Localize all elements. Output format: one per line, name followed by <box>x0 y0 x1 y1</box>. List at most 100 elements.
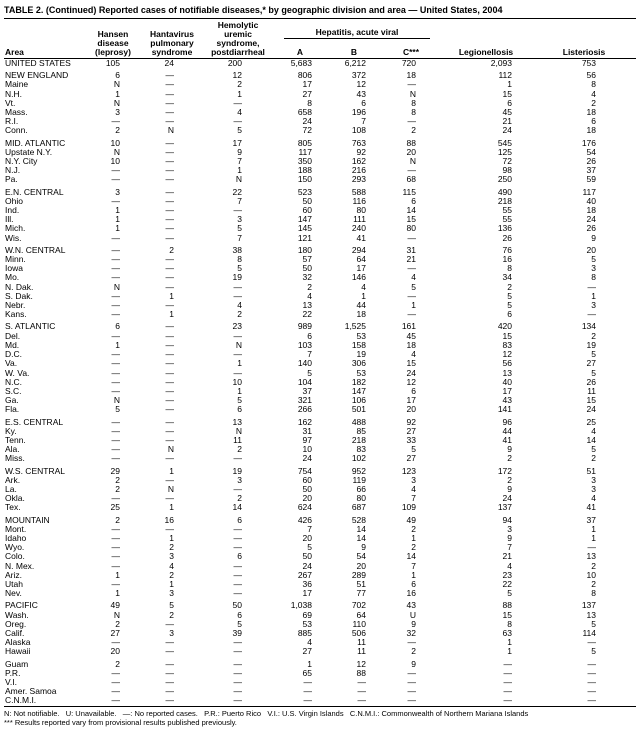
value-cell: 63 <box>502 627 513 638</box>
value-cell: 4 <box>307 290 312 301</box>
value-cell: 140 <box>297 358 312 369</box>
table-row: V.I. — — — — — — — — <box>4 677 636 687</box>
value-cell: 1 <box>115 223 120 234</box>
value-cell: 8 <box>237 254 242 265</box>
value-cell: 5,683 <box>290 58 312 68</box>
value-cell: — <box>165 214 175 225</box>
value-cell: — <box>165 686 175 697</box>
value-cell: — <box>407 290 417 301</box>
value-cell: 162 <box>297 416 312 427</box>
area-cell: Miss. <box>5 453 25 464</box>
value-cell: 20 <box>302 493 312 504</box>
value-cell: 141 <box>497 404 513 415</box>
area-cell: NEW ENGLAND <box>5 70 69 81</box>
value-cell: 3 <box>169 627 174 638</box>
value-cell: — <box>233 667 243 678</box>
value-cell: 50 <box>302 483 312 494</box>
value-cell: — <box>233 330 243 341</box>
value-cell: — <box>165 404 175 415</box>
value-cell: — <box>233 483 243 494</box>
value-cell: 13 <box>302 300 312 311</box>
value-cell: 5 <box>591 367 597 378</box>
value-cell: 92 <box>356 146 366 157</box>
value-cell: 3 <box>115 107 120 118</box>
value-cell: 1 <box>237 165 242 176</box>
value-cell: — <box>111 453 121 464</box>
value-cell: 2 <box>237 309 242 320</box>
value-cell: 172 <box>497 465 513 476</box>
value-cell: — <box>165 358 175 369</box>
value-cell: — <box>165 434 175 445</box>
value-cell: 80 <box>406 223 417 234</box>
table-row: Ark. 2 — 3 60 119 3 2 3 <box>4 475 636 485</box>
value-cell: — <box>165 156 175 167</box>
value-cell: — <box>233 453 243 464</box>
value-cell: 3 <box>115 186 120 197</box>
value-cell: — <box>303 695 313 706</box>
value-cell: 1 <box>115 569 120 580</box>
value-cell: — <box>165 376 175 387</box>
value-cell: N <box>235 339 242 350</box>
value-cell: 31 <box>406 244 417 255</box>
value-cell: 702 <box>351 600 366 611</box>
table-row: S. ATLANTIC 6 — 23 989 1,525 161 420 134 <box>4 322 636 331</box>
value-cell: 5 <box>307 542 312 553</box>
value-cell: 38 <box>232 244 242 255</box>
value-cell: — <box>111 376 121 387</box>
value-cell: 658 <box>297 107 312 118</box>
value-cell: 161 <box>401 321 417 332</box>
value-cell: 10 <box>110 156 120 167</box>
value-cell: — <box>165 174 175 185</box>
value-cell: — <box>111 174 121 185</box>
area-cell: Tenn. <box>5 434 26 445</box>
value-cell: 15 <box>502 609 513 620</box>
value-cell: — <box>233 281 243 292</box>
value-cell: — <box>233 97 243 108</box>
value-cell: — <box>111 425 121 436</box>
value-cell: — <box>165 425 175 436</box>
value-cell: 36 <box>302 578 312 589</box>
value-cell: 2 <box>169 542 174 553</box>
value-cell: 5 <box>591 444 597 455</box>
value-cell: — <box>303 677 313 687</box>
value-cell: 40 <box>586 195 597 206</box>
value-cell: 2 <box>115 514 120 525</box>
value-cell: — <box>111 309 121 320</box>
value-cell: 45 <box>406 330 417 341</box>
value-cell: 4 <box>361 281 366 292</box>
value-cell: 9 <box>591 232 597 243</box>
value-cell: 7 <box>307 349 312 360</box>
table-row: UNITED STATES 105 24 200 5,683 6,212 720 2,093 7… <box>4 59 636 69</box>
value-cell: — <box>165 637 175 648</box>
value-cell: 34 <box>502 272 513 283</box>
value-cell: 66 <box>356 483 366 494</box>
value-cell: 12 <box>406 376 417 387</box>
value-cell: 77 <box>356 588 366 599</box>
value-cell: 105 <box>105 58 120 68</box>
area-cell: Ohio <box>5 195 23 206</box>
value-cell: 96 <box>502 416 513 427</box>
value-cell: 8 <box>307 97 312 108</box>
table-row: Wis. — — 7 121 41 — 26 9 <box>4 232 636 243</box>
value-cell: 21 <box>406 254 417 265</box>
value-cell: 7 <box>237 156 242 167</box>
area-cell: Amer. Samoa <box>5 686 57 697</box>
value-cell: — <box>233 290 243 301</box>
value-cell: 1 <box>169 502 174 513</box>
value-cell: 5 <box>237 223 242 234</box>
value-cell: — <box>233 588 243 599</box>
value-cell: 420 <box>497 321 513 332</box>
table-title: TABLE 2. (Continued) Reported cases of n… <box>4 5 503 15</box>
value-cell: 76 <box>502 244 513 255</box>
value-cell: 2 <box>237 493 242 504</box>
value-cell: 136 <box>497 223 513 234</box>
table-row: Iowa — — 5 50 17 — 8 3 <box>4 264 636 273</box>
table-row: Mont. — — — 7 14 2 3 1 <box>4 524 636 534</box>
value-cell: 1 <box>169 309 174 320</box>
value-cell: N <box>167 444 174 455</box>
area-cell: Tex. <box>5 502 21 513</box>
value-cell: N <box>113 395 120 406</box>
value-cell: 22 <box>232 186 242 197</box>
value-cell: 117 <box>582 186 597 197</box>
value-cell: 3 <box>169 588 174 599</box>
